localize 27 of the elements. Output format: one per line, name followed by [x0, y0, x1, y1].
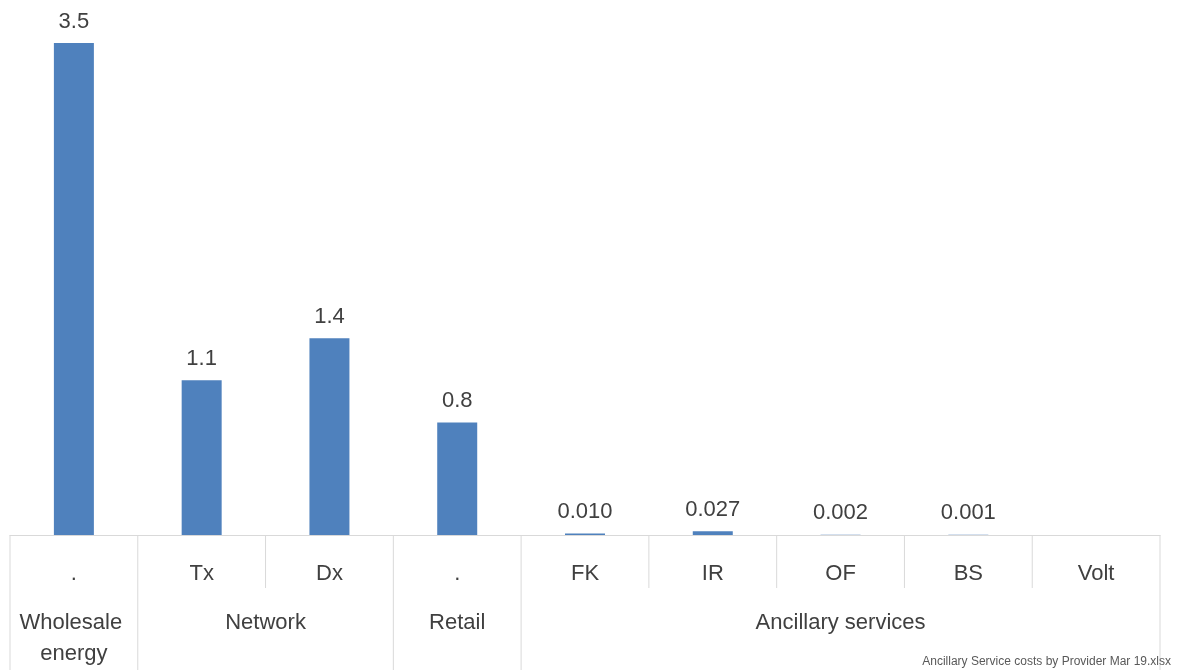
x-tick-label: Tx	[189, 559, 214, 585]
data-label: 0.010	[557, 498, 613, 524]
x-tick-label: Dx	[316, 559, 343, 585]
x-tick-label: .	[454, 559, 461, 585]
data-label: 0.027	[685, 495, 741, 521]
bar	[309, 338, 350, 535]
data-label: 0.002	[813, 499, 869, 525]
text: Ancillary services	[755, 609, 926, 634]
data-label: 1.1	[186, 344, 217, 370]
data-label: 0.001	[940, 499, 996, 525]
x-tick-label: BS	[953, 559, 984, 585]
bar	[53, 43, 94, 535]
text: Retail	[429, 609, 486, 634]
bar	[181, 380, 222, 535]
data-label: 1.4	[314, 302, 345, 328]
text: Ancillary Service costs by Provider Mar 19.xlsx	[922, 654, 1172, 668]
x-tick-label: .	[70, 559, 77, 585]
data-label: 0.8	[441, 387, 473, 413]
bar	[692, 531, 733, 535]
text: Wholesale energy	[19, 609, 129, 665]
bar	[437, 422, 478, 535]
x-tick-label: Volt	[1077, 559, 1115, 585]
x-tick-label: IR	[701, 559, 724, 585]
x-tick-label: OF	[825, 559, 856, 585]
x-tick-label: FK	[570, 559, 600, 585]
text: Network	[225, 609, 307, 634]
data-label: 3.5	[58, 7, 90, 33]
